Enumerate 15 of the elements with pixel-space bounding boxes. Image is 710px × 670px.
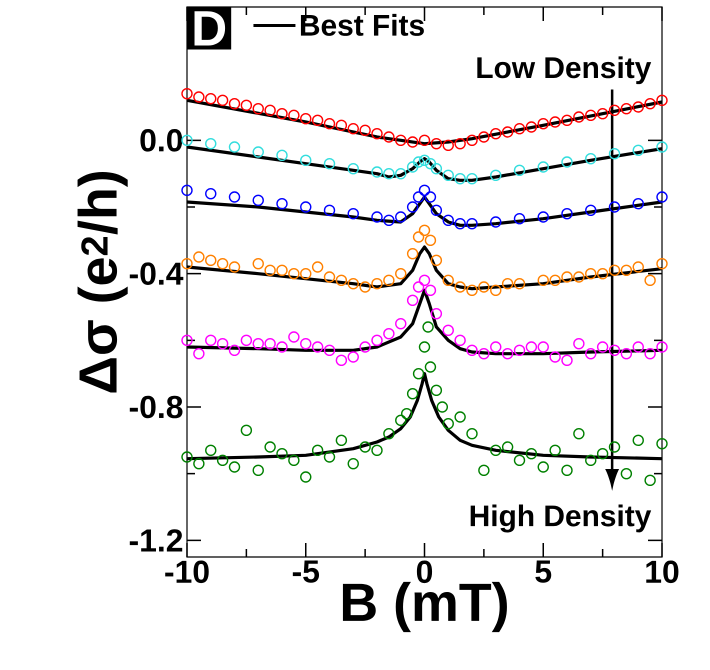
x-tick-label: 5: [535, 560, 552, 583]
legend-label: Best Fits: [300, 14, 424, 36]
annotation: D: [194, 11, 226, 46]
x-tick-label: 10: [646, 560, 678, 584]
annotation: High Density: [470, 504, 652, 532]
x-axis-title: B (mT): [342, 582, 507, 632]
x-tick-label: -10: [165, 560, 209, 584]
annotation: Low Density: [477, 56, 652, 84]
y-tick-label: -1.2: [130, 529, 182, 552]
x-tick-label: 0: [416, 560, 432, 584]
y-tick-label: -0.4: [130, 262, 184, 285]
x-tick-label: -5: [292, 560, 320, 583]
y-tick-label: 0.0: [140, 129, 182, 152]
y-axis-title: Δσ (e$^{2}$/h): [78, 172, 128, 393]
y-tick-label: -0.8: [130, 396, 182, 418]
